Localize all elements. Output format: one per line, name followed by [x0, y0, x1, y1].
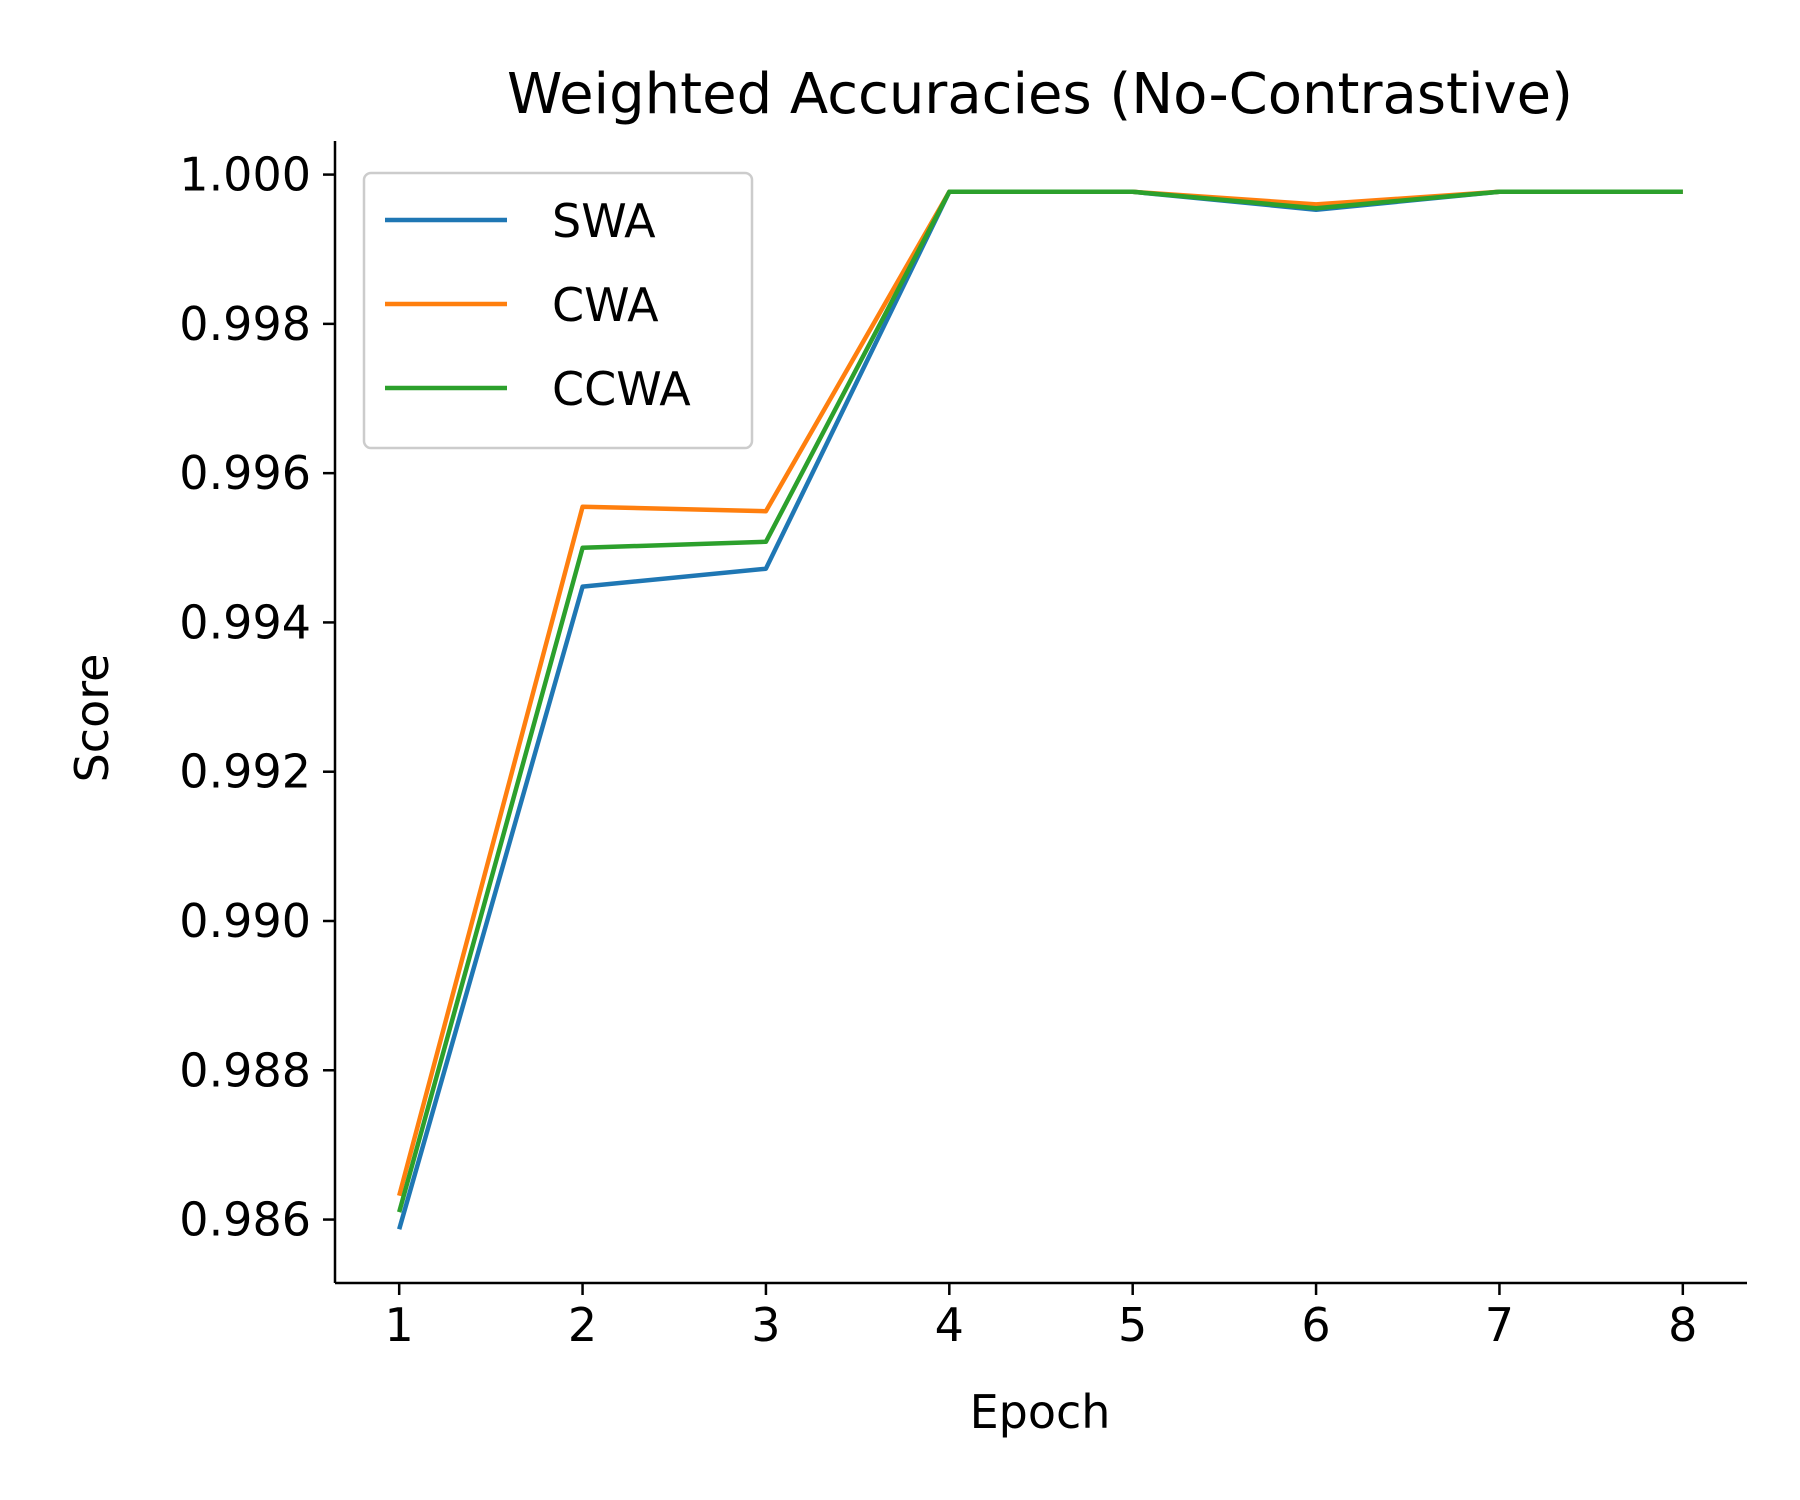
legend: SWA CWA CCWA — [362, 171, 754, 450]
x-tick-label: 8 — [1668, 1298, 1697, 1352]
y-tick-label: 0.992 — [179, 745, 311, 799]
series-line-ccwa — [397, 189, 1683, 1213]
series-lines — [397, 189, 1683, 1230]
axes — [333, 141, 1747, 1285]
x-tick-label: 7 — [1485, 1298, 1514, 1352]
y-tick-label: 0.996 — [179, 446, 311, 500]
legend-label-ccwa: CCWA — [552, 362, 691, 416]
y-tick-label: 0.994 — [179, 595, 311, 649]
x-tick-label: 1 — [385, 1298, 414, 1352]
x-tick-label: 2 — [568, 1298, 597, 1352]
legend-label-cwa: CWA — [552, 278, 659, 332]
y-tick-label: 0.990 — [179, 894, 311, 948]
y-tick-label: 1.000 — [179, 148, 311, 202]
legend-label-swa: SWA — [552, 194, 656, 248]
legend-box — [362, 171, 754, 450]
y-axis-label: Score — [65, 654, 119, 783]
x-tick-label: 4 — [935, 1298, 964, 1352]
y-tick-label: 0.986 — [179, 1193, 311, 1247]
x-axis-label: Epoch — [970, 1385, 1111, 1439]
x-tick-label: 5 — [1118, 1298, 1147, 1352]
y-tick-label: 0.998 — [179, 297, 311, 351]
x-tick-label: 3 — [751, 1298, 780, 1352]
x-axis-ticks: 1 2 3 4 5 6 7 8 — [385, 1283, 1697, 1352]
y-tick-label: 0.988 — [179, 1043, 311, 1097]
x-tick-label: 6 — [1301, 1298, 1330, 1352]
y-axis-ticks: 0.986 0.988 0.990 0.992 0.994 0.996 0.998 1.000 — [179, 148, 335, 1247]
chart-title: Weighted Accuracies (No-Contrastive) — [507, 62, 1573, 127]
